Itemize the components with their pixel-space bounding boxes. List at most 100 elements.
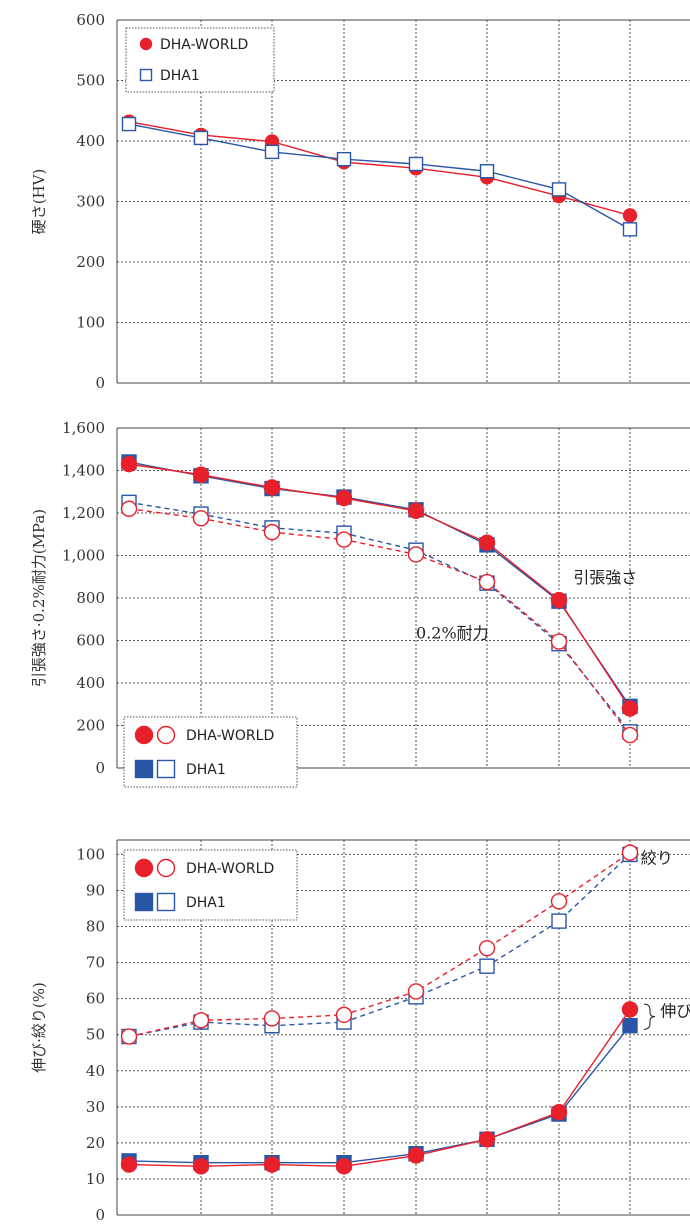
legend-marker	[134, 725, 154, 745]
series-dha1	[121, 1017, 638, 1171]
y-axis-label: 硬さ(HV)	[30, 169, 48, 235]
legend-marker	[156, 725, 176, 745]
y-tick-label: 70	[86, 954, 105, 972]
point-square	[551, 913, 567, 929]
y-tick-label: 20	[86, 1134, 105, 1152]
legend-marker	[156, 858, 176, 878]
y-tick-label: 10	[86, 1170, 105, 1188]
y-tick-label: 600	[76, 11, 105, 29]
y-axis-label: 引張強さ·0.2%耐力(MPa)	[30, 509, 48, 687]
point-circle	[550, 893, 568, 910]
point-circle	[621, 700, 639, 717]
point-circle	[192, 510, 210, 527]
point-circle	[550, 633, 568, 650]
point-circle	[263, 479, 281, 496]
point-circle	[550, 1104, 568, 1121]
point-circle	[263, 1156, 281, 1173]
series-dha-world	[120, 1001, 639, 1175]
y-tick-label: 400	[76, 674, 105, 692]
y-tick-label: 80	[86, 918, 105, 936]
series-line	[128, 501, 631, 733]
annotation-label: 絞り	[641, 848, 673, 867]
legend-marker	[134, 858, 154, 878]
series-line	[128, 508, 631, 736]
annotation-label: 0.2%耐力	[416, 623, 489, 642]
point-circle	[120, 500, 138, 517]
series-dha1	[121, 116, 638, 237]
point-circle	[407, 1147, 425, 1164]
point-square	[622, 1017, 638, 1034]
y-tick-label: 0	[95, 1206, 105, 1224]
y-tick-label: 200	[76, 717, 105, 735]
y-tick-label: 1,600	[62, 419, 105, 437]
y-tick-label: 40	[86, 1062, 105, 1080]
point-square	[193, 130, 209, 146]
series-dha-world	[120, 844, 639, 1045]
series-line	[128, 1025, 631, 1164]
point-circle	[192, 1158, 210, 1175]
legend-marker	[156, 759, 176, 779]
legend-marker	[134, 892, 154, 912]
series-dha-world	[120, 455, 639, 717]
point-circle	[335, 531, 353, 548]
point-circle	[407, 546, 425, 563]
legend-label: DHA1	[186, 762, 226, 778]
y-tick-label: 200	[76, 253, 105, 271]
point-circle	[478, 939, 496, 957]
point-square	[336, 151, 352, 167]
point-circle	[621, 1001, 639, 1018]
point-circle	[120, 1156, 138, 1173]
series-dha1	[121, 454, 638, 715]
legend-label: DHA1	[160, 68, 200, 84]
point-circle	[263, 523, 281, 541]
chart-panel-2: 0 200 400 600 800 1,000 1,200 1,400 1,600 引張強さ·0.…	[30, 419, 690, 788]
y-tick-label: 300	[76, 193, 105, 211]
y-tick-label: 0	[95, 374, 105, 392]
y-tick-label: 0	[95, 759, 105, 777]
y-tick-label: 30	[86, 1098, 105, 1116]
series-dha-world	[120, 500, 639, 744]
y-axis-label: 伸び·絞り(%)	[30, 982, 48, 1073]
series-line	[128, 463, 631, 709]
point-circle	[335, 1158, 353, 1175]
legend: DHA-WORLD DHA1	[123, 849, 298, 921]
y-tick-label: 100	[76, 314, 105, 332]
y-tick-label: 500	[76, 72, 105, 90]
legend-marker	[156, 892, 176, 912]
point-circle	[120, 1028, 138, 1045]
point-circle	[478, 534, 496, 551]
point-circle	[192, 1012, 210, 1029]
series-line	[128, 461, 631, 707]
legend-box	[125, 27, 275, 93]
y-tick-label: 400	[76, 132, 105, 150]
annotation-label: 伸び	[660, 1002, 690, 1021]
point-circle	[621, 844, 639, 861]
annotation-label: 引張強さ	[573, 568, 637, 587]
point-square	[551, 182, 567, 197]
series-line	[128, 1009, 631, 1168]
point-circle	[335, 489, 353, 507]
legend: DHA-WORLD DHA1	[123, 716, 298, 788]
point-square	[479, 958, 495, 974]
legend: DHA-WORLD DHA1	[125, 27, 275, 93]
point-circle	[407, 983, 425, 1000]
series-line	[128, 123, 631, 230]
point-circle	[478, 573, 496, 591]
point-square	[622, 222, 638, 237]
y-tick-label: 800	[76, 589, 105, 607]
y-tick-label: 600	[76, 632, 105, 650]
legend-label: DHA-WORLD	[160, 37, 248, 53]
point-circle	[550, 591, 568, 609]
series-line	[128, 120, 631, 217]
point-circle	[407, 502, 425, 520]
y-tick-label: 1,400	[62, 462, 105, 480]
point-square	[408, 156, 424, 172]
point-circle	[120, 455, 138, 473]
point-square	[479, 164, 495, 179]
legend-label: DHA1	[186, 895, 226, 911]
point-circle	[478, 1131, 496, 1148]
y-tick-label: 60	[86, 990, 105, 1008]
y-tick-label: 100	[76, 845, 105, 863]
point-square	[264, 144, 280, 160]
